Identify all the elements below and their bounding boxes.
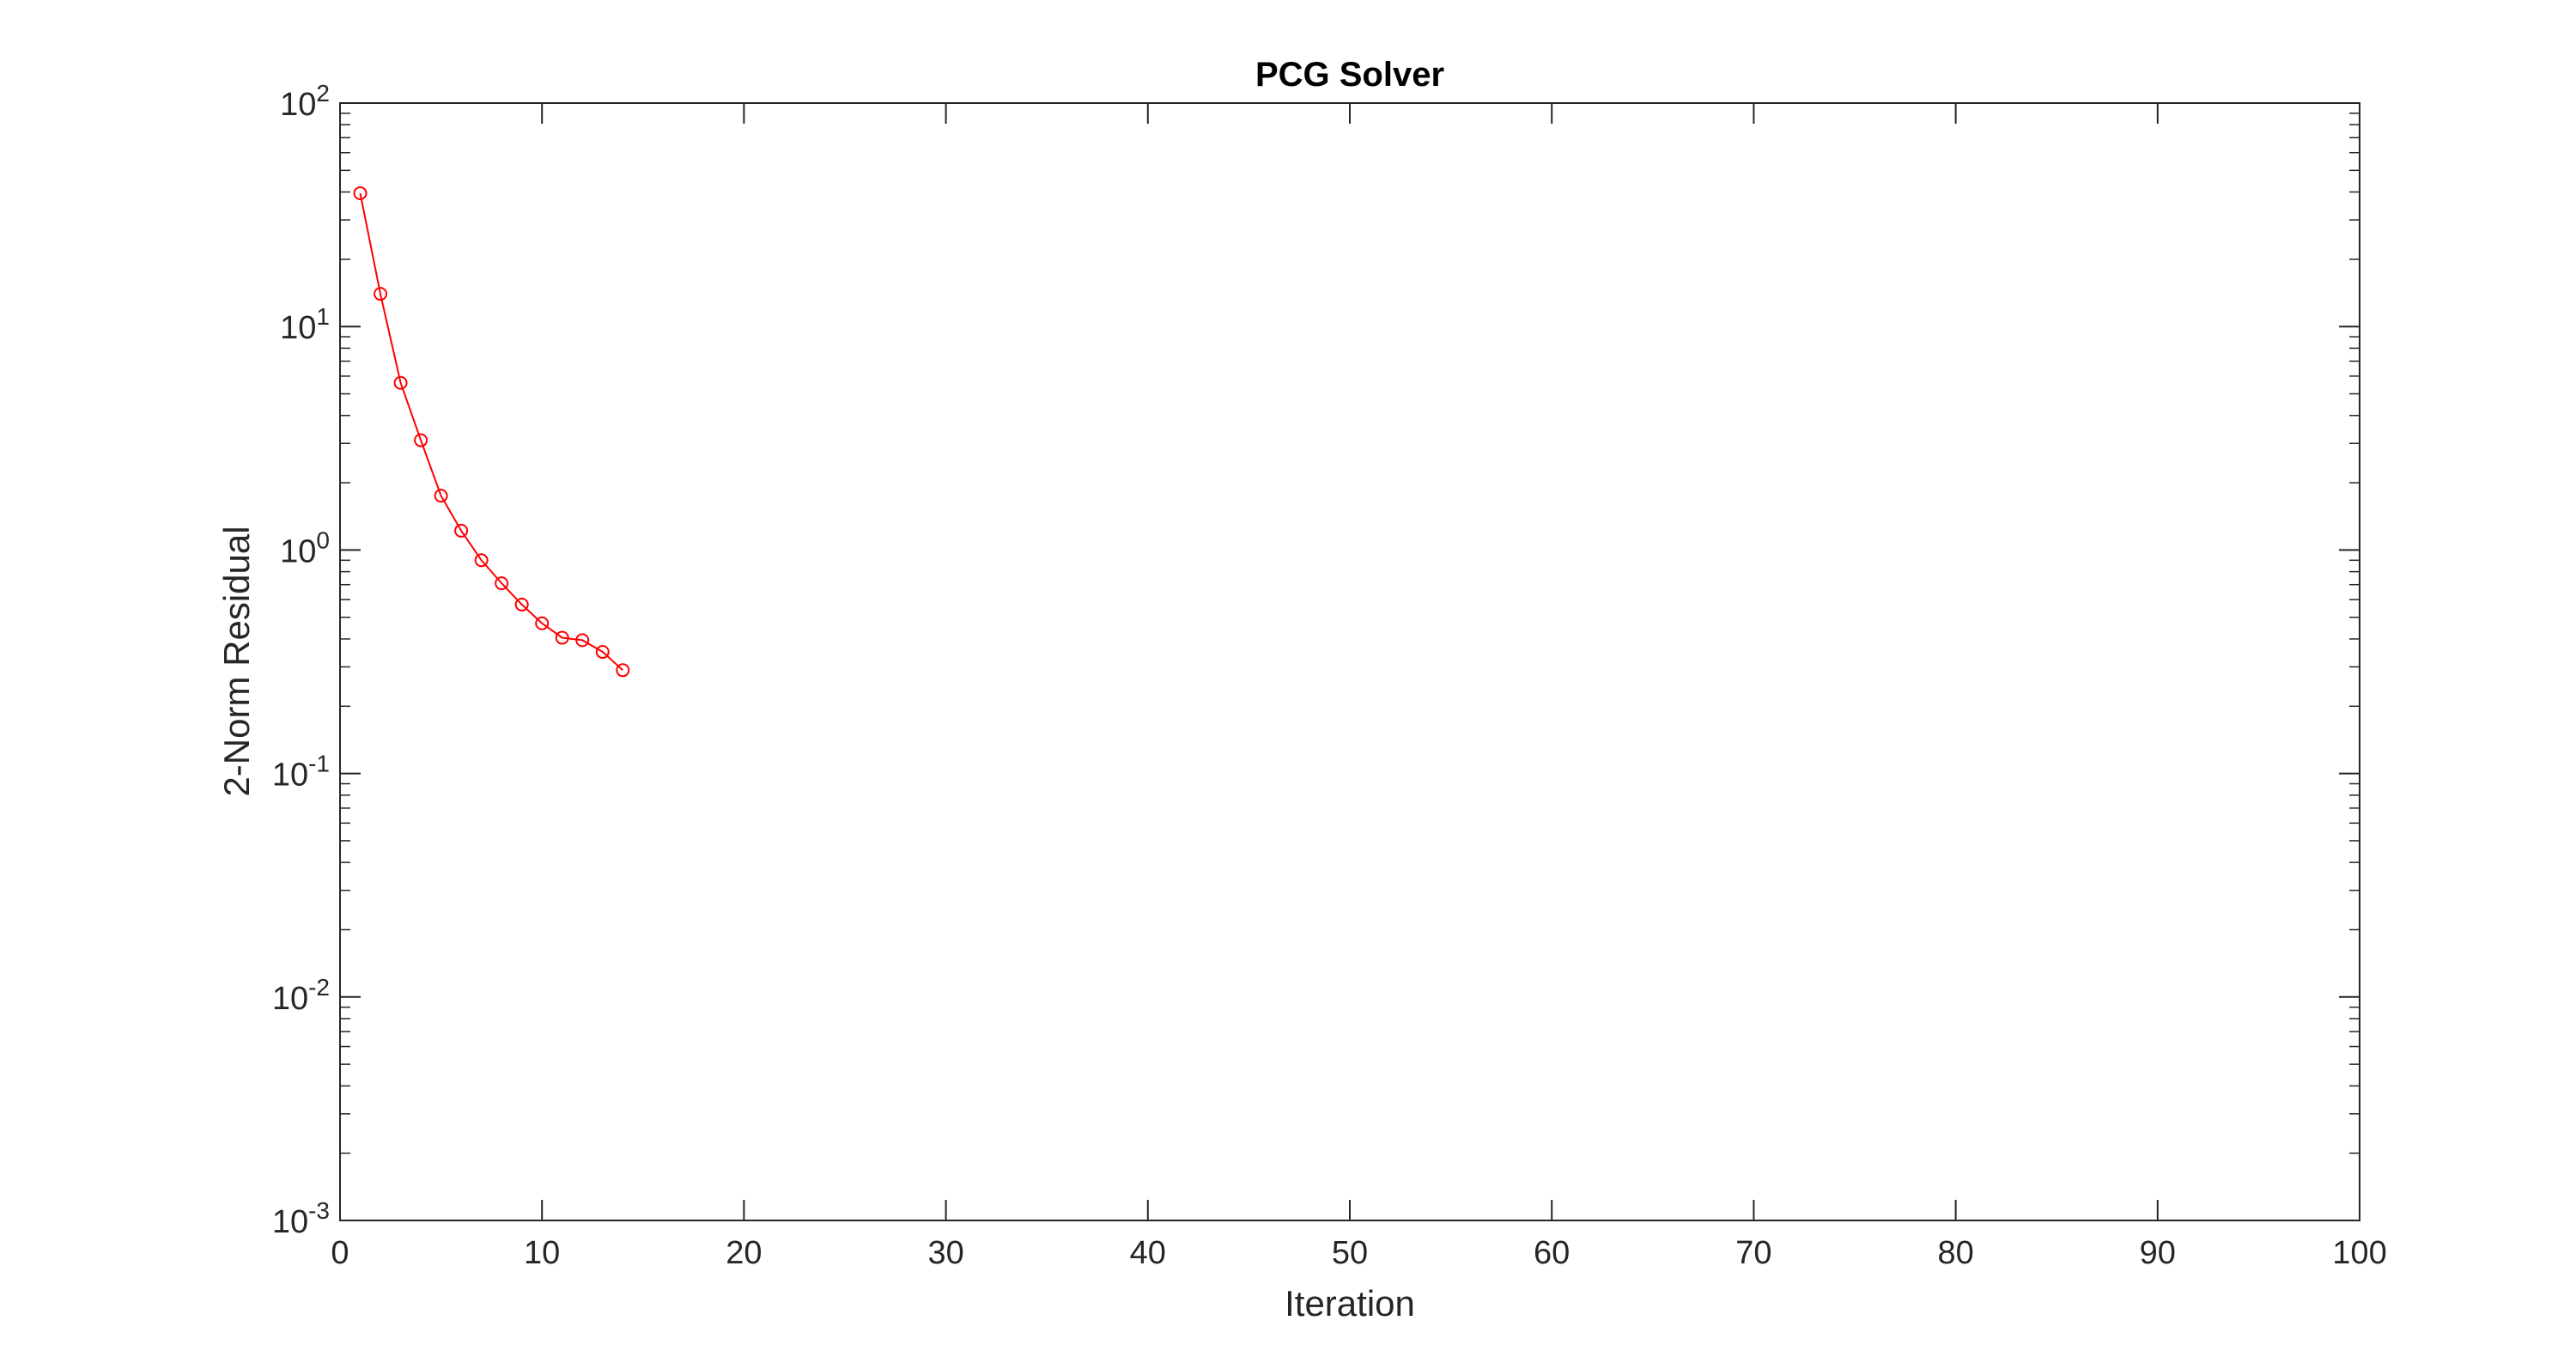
x-tick-label: 90 [2140,1235,2176,1271]
data-point [495,576,509,591]
y-tick-label: 102 [280,80,330,123]
plot-area [340,103,2360,1220]
axes-box [339,102,2360,1221]
x-tick-label: 10 [524,1235,560,1271]
x-tick-label: 40 [1130,1235,1166,1271]
data-point [353,186,368,200]
data-point [616,663,630,678]
data-point [393,375,408,390]
data-point [514,597,529,612]
chart-title: PCG Solver [1255,56,1444,94]
data-point [454,523,469,538]
x-tick-label: 30 [927,1235,963,1271]
x-axis-label: Iteration [1285,1283,1415,1324]
data-point [555,630,569,645]
data-point [535,616,550,630]
x-tick-label: 80 [1937,1235,1973,1271]
data-point [575,633,590,648]
series-line [359,192,623,672]
data-point [414,433,428,447]
x-tick-label: 100 [2332,1235,2386,1271]
x-tick-label: 50 [1332,1235,1368,1271]
y-tick-label: 10-1 [272,751,330,794]
y-tick-label: 100 [280,526,330,569]
y-tick-label: 10-3 [272,1197,330,1240]
tick-labels: 0 10 20 30 40 50 60 70 80 90 100 10-3 10-2 10-1 100 101… [272,80,2387,1271]
x-tick-label: 60 [1534,1235,1570,1271]
data-point [374,287,388,301]
y-tick-label: 10-2 [272,974,330,1017]
x-tick-label: 70 [1735,1235,1771,1271]
x-tick-label: 20 [726,1235,762,1271]
y-tick-label: 101 [280,303,330,346]
x-tick-label: 0 [331,1235,349,1271]
data-point [434,489,448,503]
data-point [474,553,489,568]
y-axis-label: 2-Norm Residual [216,526,257,796]
data-point [595,645,610,660]
series-group [353,186,630,678]
